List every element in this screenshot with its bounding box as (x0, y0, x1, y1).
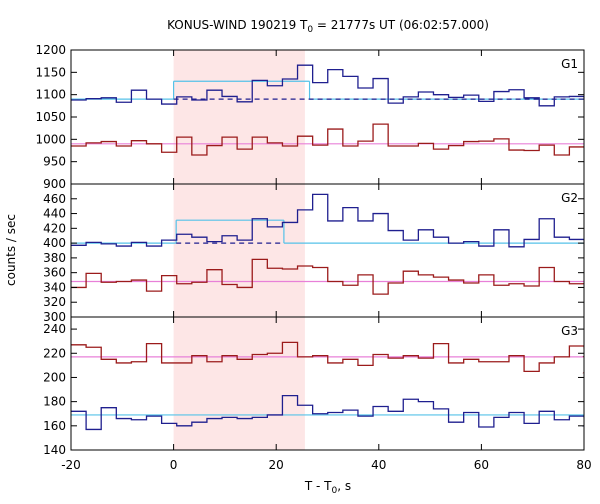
y-axis-title: counts / sec (4, 214, 18, 286)
y-tick-label: 1200 (35, 43, 66, 57)
y-tick-label: 380 (43, 251, 66, 265)
panel-g1: 900 950 1000 1050 1100 1150 1200 G1 (35, 43, 585, 191)
y-tick-label: 440 (43, 207, 66, 221)
y-tick-label: 180 (43, 395, 66, 409)
y-tick-label: 420 (43, 221, 66, 235)
y-tick-label: 400 (43, 236, 66, 250)
x-tick-label: 20 (269, 458, 284, 472)
panel-label-g1: G1 (561, 57, 578, 71)
y-tick-label: 300 (43, 310, 66, 324)
y-tick-label: 950 (43, 155, 66, 169)
y-tick-label: 360 (43, 266, 66, 280)
y-tick-label: 900 (43, 177, 66, 191)
y-tick-label: 220 (43, 346, 66, 360)
chart-title: KONUS-WIND 190219 T0 = 21777s UT (06:02:… (167, 18, 489, 35)
y-tick-label: 140 (43, 443, 66, 457)
y-tick-label: 460 (43, 192, 66, 206)
y-tick-label: 1100 (35, 88, 66, 102)
histogram-g1-blue (71, 64, 584, 107)
histogram-g2-red (71, 258, 584, 295)
plot-layer: 900 950 1000 1050 1100 1150 1200 G1 300320340360… (35, 43, 591, 472)
x-tick-label: 40 (371, 458, 386, 472)
histogram-g1-red (71, 123, 584, 156)
y-tick-label: 320 (43, 295, 66, 309)
y-tick-label: 240 (43, 322, 66, 336)
panel-label-g3: G3 (561, 324, 578, 338)
x-tick-label: -20 (61, 458, 81, 472)
panel-frame-g3 (70, 316, 585, 451)
x-tick-label: 0 (170, 458, 178, 472)
histogram-g2-blue (71, 193, 584, 252)
y-tick-label: 340 (43, 280, 66, 294)
x-tick-label: 60 (474, 458, 489, 472)
y-tick-label: 200 (43, 370, 66, 384)
y-tick-label: 1050 (35, 110, 66, 124)
y-tick-label: 1000 (35, 132, 66, 146)
shaded-interval (173, 50, 305, 450)
histogram-g3-red (71, 340, 584, 374)
x-axis-title: T - T0, s (304, 479, 351, 496)
panel-g3: 140 160 180 200 220 240 G3 (43, 316, 585, 457)
y-tick-label: 1150 (35, 65, 66, 79)
histogram-g3-blue (71, 390, 584, 431)
x-tick-label: 80 (576, 458, 591, 472)
y-tick-label: 160 (43, 419, 66, 433)
panel-label-g2: G2 (561, 191, 578, 205)
